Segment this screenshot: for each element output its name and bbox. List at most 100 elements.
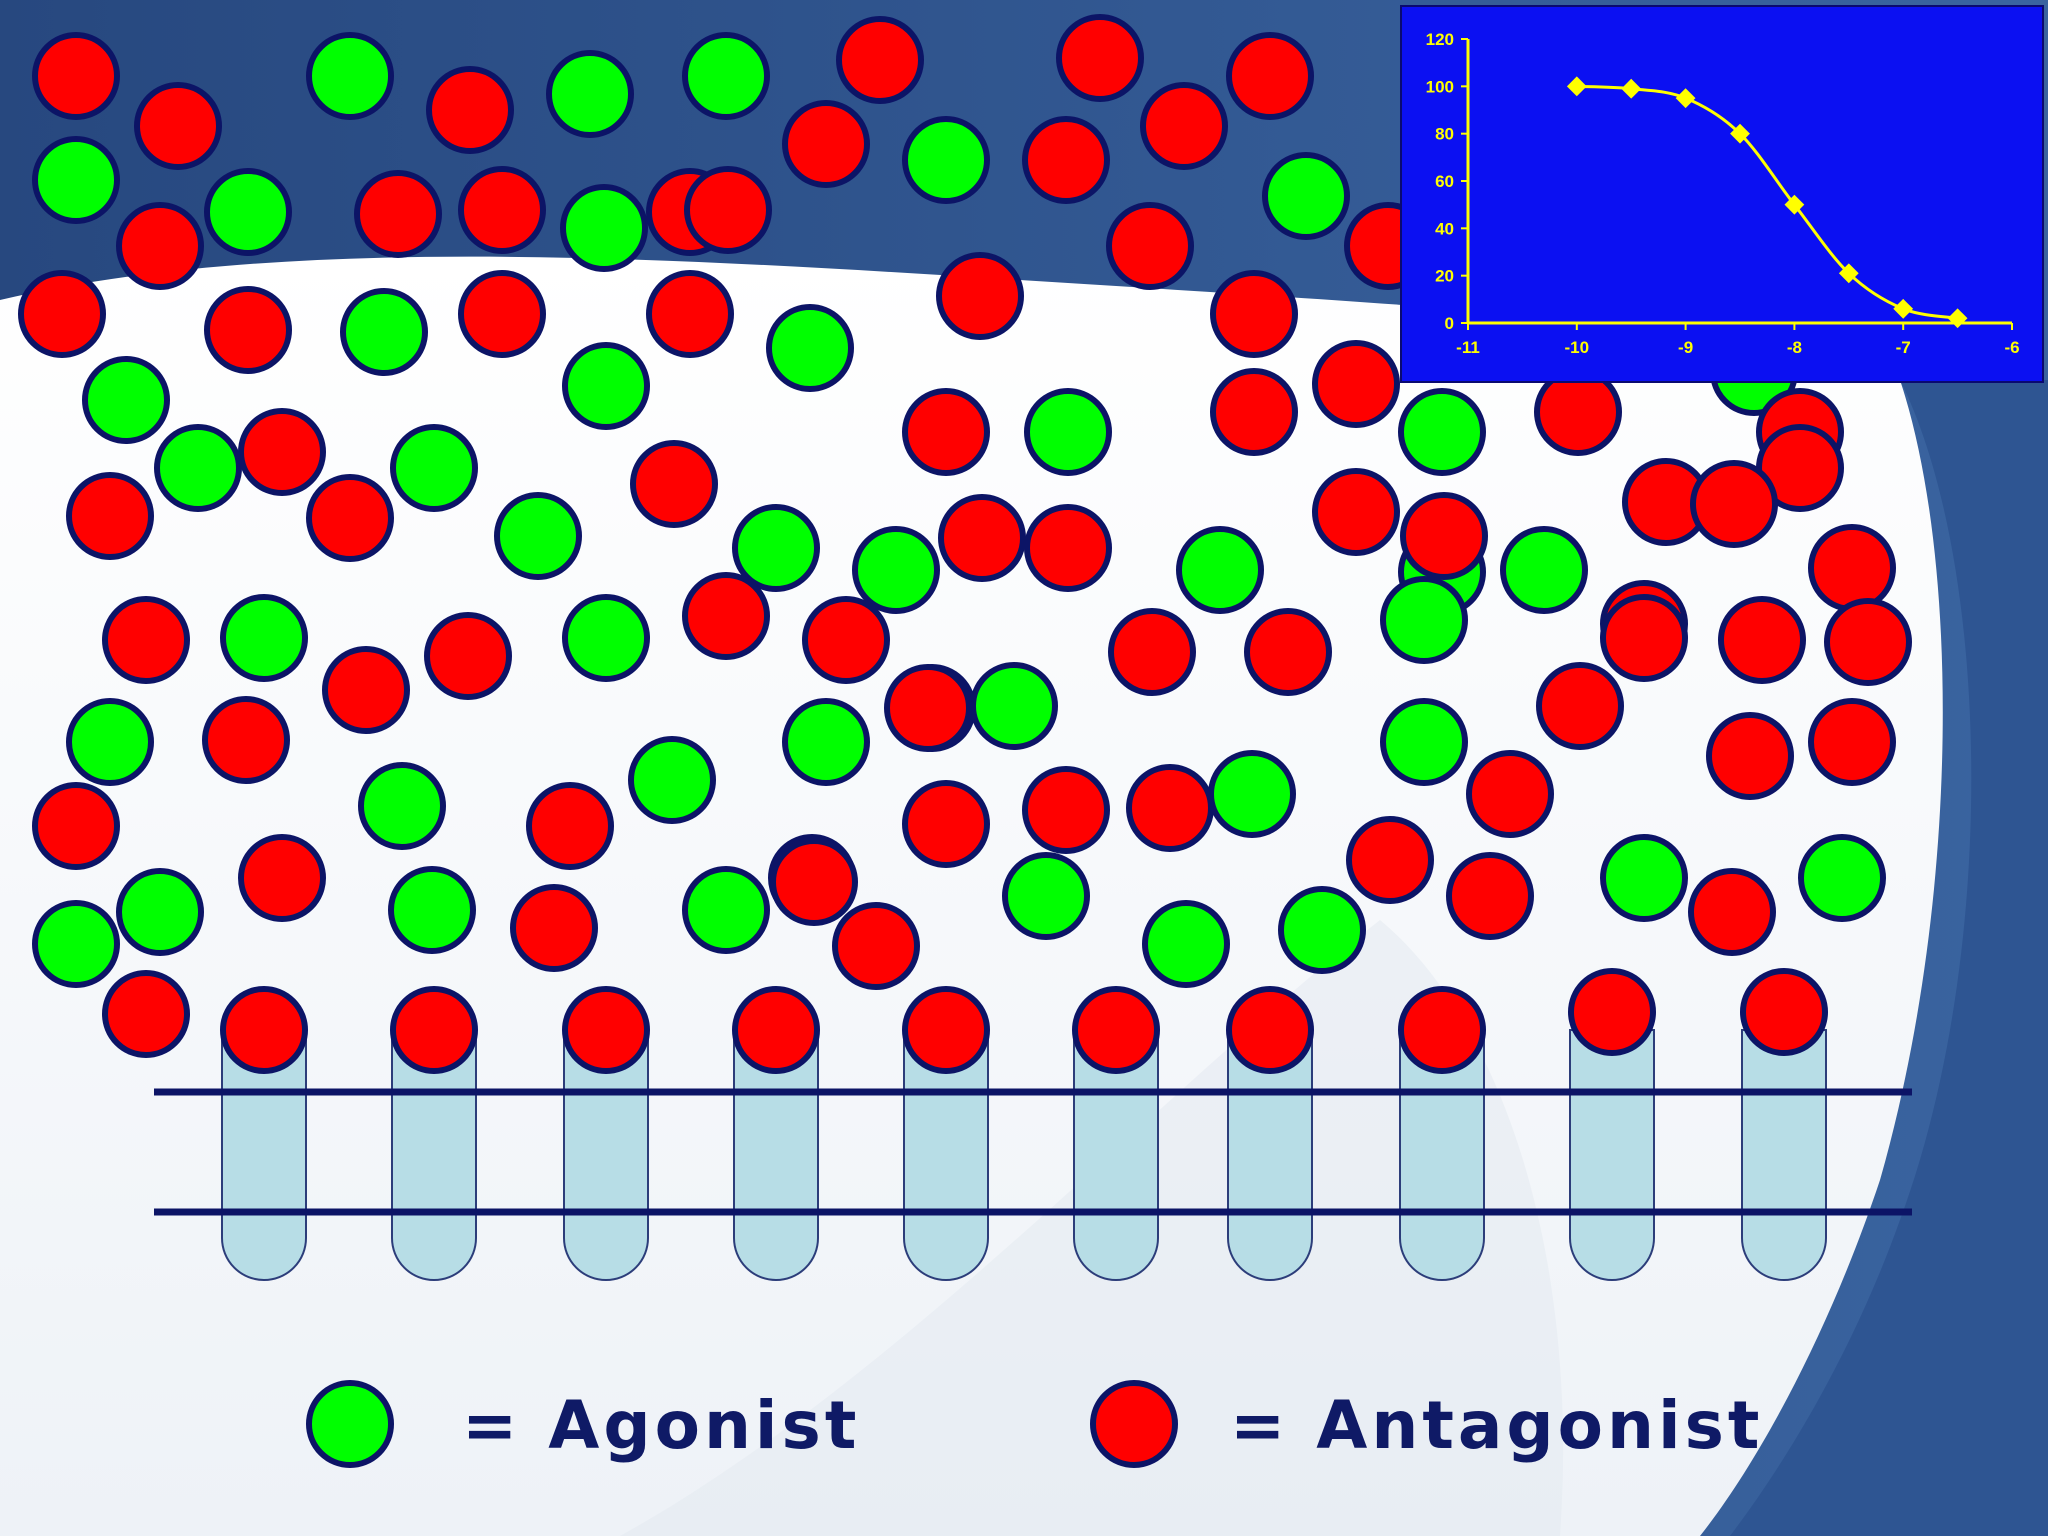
antagonist-molecule xyxy=(1126,764,1214,852)
agonist-molecule xyxy=(204,168,292,256)
y-tick-label: 0 xyxy=(1445,314,1454,333)
antagonist-molecule xyxy=(1536,662,1624,750)
agonist-molecule xyxy=(682,866,770,954)
antagonist-molecule xyxy=(510,884,598,972)
antagonist-molecule xyxy=(1024,504,1112,592)
agonist-molecule xyxy=(32,136,120,224)
antagonist-molecule xyxy=(832,902,920,990)
data-point xyxy=(1838,263,1859,284)
agonist-molecule xyxy=(1024,388,1112,476)
antagonist-molecule xyxy=(426,66,514,154)
antagonist-molecule xyxy=(238,834,326,922)
bound-antagonist xyxy=(220,986,308,1074)
antagonist-molecule xyxy=(1312,340,1400,428)
bound-antagonist xyxy=(902,986,990,1074)
antagonist-molecule xyxy=(936,252,1024,340)
data-point xyxy=(1893,298,1914,319)
antagonist-molecule xyxy=(1140,82,1228,170)
agonist-molecule xyxy=(116,868,204,956)
x-tick-label: -10 xyxy=(1565,338,1590,357)
agonist-molecule xyxy=(340,288,428,376)
cell-membrane xyxy=(154,1088,1912,1216)
antagonist-molecule xyxy=(424,612,512,700)
antagonist-molecule xyxy=(1400,492,1488,580)
agonist-molecule xyxy=(562,342,650,430)
antagonist-molecule xyxy=(134,82,222,170)
receptor xyxy=(1741,1029,1827,1281)
agonist-molecule xyxy=(1208,750,1296,838)
antagonist-molecule xyxy=(802,596,890,684)
agonist-molecule xyxy=(66,698,154,786)
agonist-molecule xyxy=(782,698,870,786)
antagonist-molecule xyxy=(306,474,394,562)
agonist-molecule xyxy=(766,304,854,392)
x-tick-label: -6 xyxy=(2004,338,2019,357)
antagonist-molecule xyxy=(32,32,120,120)
bound-antagonist xyxy=(390,986,478,1074)
antagonist-molecule xyxy=(1718,596,1806,684)
antagonist-molecule xyxy=(202,696,290,784)
antagonist-molecule xyxy=(18,270,106,358)
antagonist-molecule xyxy=(32,782,120,870)
agonist-molecule xyxy=(82,356,170,444)
antagonist-molecule xyxy=(1824,598,1912,686)
data-point xyxy=(1947,308,1968,329)
antagonist-molecule xyxy=(458,166,546,254)
agonist-molecule xyxy=(560,184,648,272)
antagonist-molecule xyxy=(1808,524,1896,612)
antagonist-molecule xyxy=(102,596,190,684)
agonist-molecule xyxy=(390,424,478,512)
antagonist-molecule xyxy=(1106,202,1194,290)
legend-antagonist-label: = Antagonist xyxy=(1230,1387,1764,1464)
antagonist-molecule xyxy=(238,408,326,496)
agonist-molecule xyxy=(628,736,716,824)
agonist-molecule xyxy=(1262,152,1350,240)
data-point xyxy=(1730,123,1750,144)
bound-antagonists xyxy=(220,968,1828,1074)
y-tick-label: 20 xyxy=(1435,267,1454,286)
antagonist-molecule xyxy=(684,166,772,254)
agonist-molecule xyxy=(306,32,394,120)
x-tick-label: -8 xyxy=(1787,338,1802,357)
ligand-molecules xyxy=(18,14,1912,1058)
agonist-molecule xyxy=(852,526,940,614)
data-point xyxy=(1566,76,1587,97)
agonist-molecule xyxy=(220,594,308,682)
antagonist-molecule xyxy=(1688,868,1776,956)
antagonist-molecule xyxy=(1056,14,1144,102)
receptor xyxy=(1569,1029,1655,1281)
agonist-molecule xyxy=(358,762,446,850)
agonist-molecule xyxy=(902,116,990,204)
agonist-molecule xyxy=(546,50,634,138)
antagonist-molecule xyxy=(1108,608,1196,696)
antagonist-molecule xyxy=(1808,698,1896,786)
agonist-molecule xyxy=(562,594,650,682)
agonist-molecule xyxy=(1142,900,1230,988)
antagonist-molecule xyxy=(630,440,718,528)
antagonist-molecule xyxy=(458,270,546,358)
agonist-molecule xyxy=(1380,576,1468,664)
antagonist-molecule xyxy=(204,286,292,374)
agonist-molecule xyxy=(1398,388,1486,476)
bound-antagonist xyxy=(1072,986,1160,1074)
agonist-molecule xyxy=(154,424,242,512)
y-tick-label: 120 xyxy=(1426,30,1454,49)
agonist-molecule xyxy=(1380,698,1468,786)
bound-antagonist xyxy=(562,986,650,1074)
antagonist-molecule xyxy=(102,970,190,1058)
antagonist-molecule xyxy=(902,780,990,868)
agonist-molecule xyxy=(1278,886,1366,974)
agonist-molecule xyxy=(970,662,1058,750)
agonist-molecule xyxy=(388,866,476,954)
antagonist-molecule xyxy=(354,170,442,258)
legend-markers xyxy=(306,1380,1178,1468)
y-tick-label: 80 xyxy=(1435,125,1454,144)
antagonist-molecule xyxy=(1534,368,1622,456)
bound-antagonist xyxy=(732,986,820,1074)
antagonist-molecule xyxy=(526,782,614,870)
bound-antagonist xyxy=(1226,986,1314,1074)
antagonist-molecule xyxy=(1244,608,1332,696)
antagonist-molecule xyxy=(1600,594,1688,682)
bound-antagonist xyxy=(1740,968,1828,1056)
agonist-molecule xyxy=(1500,526,1588,614)
